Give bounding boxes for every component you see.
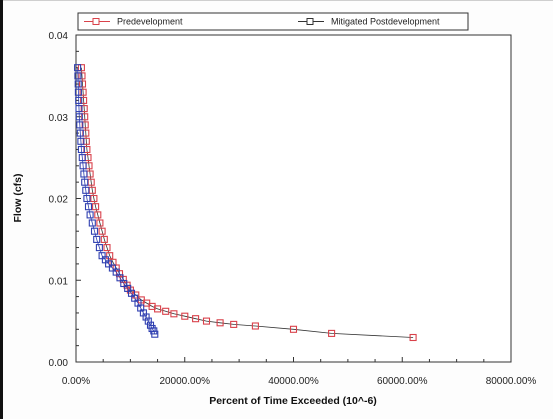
data-point-mitigated xyxy=(76,121,84,129)
data-point-mitigated xyxy=(77,145,85,154)
data-point-predevelopment xyxy=(94,211,102,219)
data-point-predevelopment xyxy=(170,310,178,318)
x-tick-label: 40000.00% xyxy=(268,376,319,387)
data-point-mitigated xyxy=(74,80,82,88)
data-point-predevelopment xyxy=(106,252,114,260)
x-axis: 0.00% 20000.00% 40000.00% 60000.00% 80000.00… xyxy=(62,357,537,387)
data-point-mitigated xyxy=(80,170,88,178)
legend-box xyxy=(77,12,469,31)
data-point-mitigated xyxy=(83,194,91,203)
data-point-predevelopment xyxy=(80,96,88,104)
data-point-mitigated xyxy=(86,211,94,219)
data-point-mitigated xyxy=(77,137,85,145)
data-point-predevelopment xyxy=(90,194,98,203)
data-point-predevelopment xyxy=(78,80,87,88)
series-line-mitigated xyxy=(77,67,156,335)
x-tick-label: 20000.00% xyxy=(159,376,210,387)
legend-marker-predevelopment xyxy=(92,18,100,25)
data-point-mitigated xyxy=(120,279,128,288)
data-point-mitigated xyxy=(75,113,83,121)
y-tick-label: 0.03 xyxy=(49,113,69,124)
y-tick-label: 0.04 xyxy=(49,31,69,42)
data-point-predevelopment xyxy=(81,113,89,121)
data-point-mitigated xyxy=(142,313,150,321)
data-point-predevelopment xyxy=(92,203,100,211)
x-tick-label: 0.00% xyxy=(62,376,90,387)
data-point-mitigated xyxy=(84,203,93,211)
data-point-mitigated xyxy=(105,260,113,268)
data-point-mitigated xyxy=(88,219,96,227)
data-point-mitigated xyxy=(116,274,124,282)
data-point-mitigated xyxy=(82,186,90,194)
legend: Predevelopment Mitigated Postdevelopment xyxy=(77,12,469,31)
data-point-predevelopment xyxy=(77,64,85,72)
x-axis-title: Percent of Time Exceeded (10^-6) xyxy=(209,395,377,407)
data-point-predevelopment xyxy=(96,219,104,227)
legend-marker-mitigated xyxy=(306,18,314,25)
data-point-predevelopment xyxy=(289,325,298,333)
data-point-predevelopment xyxy=(80,105,88,113)
y-tick-label: 0.02 xyxy=(49,195,69,206)
data-point-predevelopment xyxy=(328,329,336,337)
data-point-mitigated xyxy=(74,88,82,96)
data-point-predevelopment xyxy=(100,235,108,243)
series-line-predevelopment xyxy=(81,67,414,338)
data-point-mitigated xyxy=(108,264,116,272)
data-point-predevelopment xyxy=(202,317,211,325)
data-point-predevelopment xyxy=(181,312,189,320)
y-tick-label: 0.00 xyxy=(49,358,69,369)
data-point-predevelopment xyxy=(251,322,259,330)
data-point-predevelopment xyxy=(230,320,238,328)
data-point-mitigated xyxy=(95,244,103,252)
data-point-mitigated xyxy=(144,317,152,325)
legend-label-predevelopment: Predevelopment xyxy=(117,17,183,27)
data-point-mitigated xyxy=(112,268,120,276)
data-point-mitigated xyxy=(124,284,132,292)
data-point-predevelopment xyxy=(82,137,90,145)
data-point-mitigated xyxy=(81,178,89,186)
data-point-mitigated xyxy=(78,154,86,162)
top-rule xyxy=(3,0,553,1)
data-point-mitigated xyxy=(75,96,83,104)
data-point-predevelopment xyxy=(154,305,162,313)
data-point-predevelopment xyxy=(78,72,86,80)
data-point-mitigated xyxy=(74,64,82,72)
data-point-mitigated xyxy=(76,129,84,137)
data-point-predevelopment xyxy=(409,333,417,342)
series-layer xyxy=(74,64,417,342)
data-point-predevelopment xyxy=(79,88,87,96)
data-point-mitigated xyxy=(79,162,87,170)
data-point-mitigated xyxy=(75,105,83,113)
data-point-predevelopment xyxy=(98,227,106,235)
y-axis-title: Flow (cfs) xyxy=(12,174,24,223)
data-point-predevelopment xyxy=(162,307,170,315)
y-tick-label: 0.01 xyxy=(49,276,69,287)
left-border xyxy=(0,0,3,419)
data-point-predevelopment xyxy=(103,244,111,252)
data-point-mitigated xyxy=(90,227,99,235)
x-tick-label: 60000.00% xyxy=(377,376,428,387)
x-tick-label: 80000.00% xyxy=(486,376,537,387)
data-point-mitigated xyxy=(93,235,101,243)
data-point-predevelopment xyxy=(81,121,89,129)
legend-label-mitigated: Mitigated Postdevelopment xyxy=(331,17,440,27)
data-point-mitigated xyxy=(74,72,82,80)
plot-area xyxy=(75,34,512,363)
data-point-predevelopment xyxy=(192,315,200,323)
data-point-mitigated xyxy=(151,330,159,338)
data-point-predevelopment xyxy=(216,319,224,327)
